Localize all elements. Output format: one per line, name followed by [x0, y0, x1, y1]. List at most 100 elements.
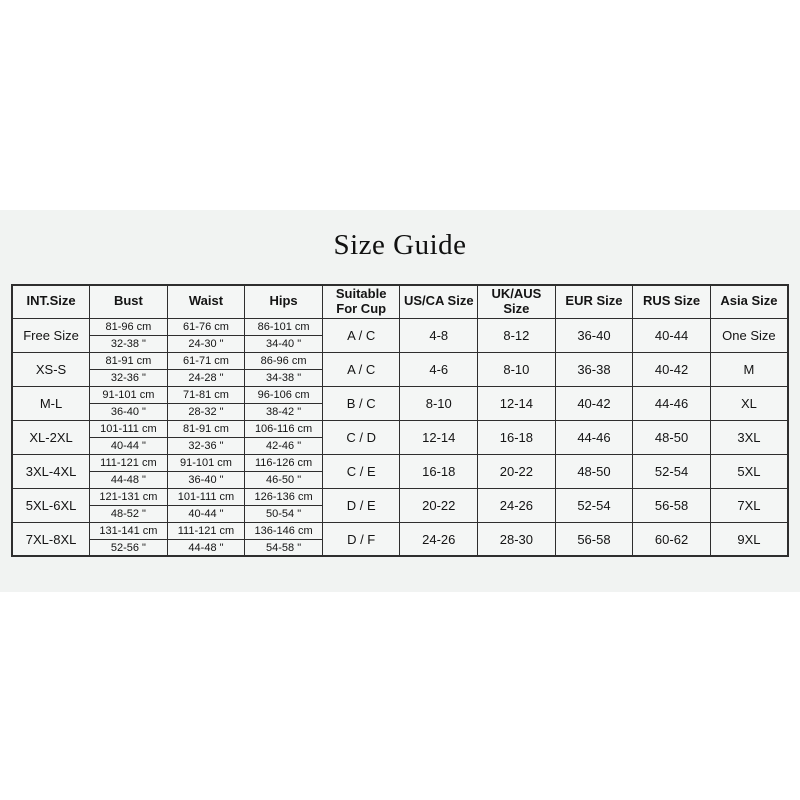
size-row-inches: 44-48 " 36-40 " 46-50 " [12, 470, 788, 489]
cell-cup: C / D [321, 419, 401, 455]
size-row: 7XL-8XL 131-141 cm 111-121 cm 136-146 cm D /… [11, 521, 789, 557]
cell-eur: 36-40 [554, 317, 634, 353]
cell-rus: 40-44 [632, 317, 711, 353]
cell-cup: D / E [321, 487, 401, 523]
cell-asia: 5XL [709, 453, 789, 489]
size-guide-panel: Size Guide INT.Size Bust Waist Hips Suit… [0, 210, 800, 592]
cell-eur: 36-38 [554, 351, 634, 387]
cell-bust-cm: 81-91 cm [89, 351, 168, 370]
size-table-header: INT.Size Bust Waist Hips Suitable For Cu… [11, 284, 789, 319]
cell-bust-cm: 111-121 cm [89, 453, 168, 472]
cell-waist-in: 44-48 " [166, 538, 246, 557]
cell-int-size: 5XL-6XL [11, 487, 91, 523]
cell-waist-cm: 111-121 cm [166, 521, 246, 540]
column-header-waist: Waist [166, 284, 246, 319]
cell-bust-cm: 81-96 cm [89, 317, 168, 336]
cell-eur: 56-58 [554, 521, 634, 557]
size-row: 5XL-6XL 121-131 cm 101-111 cm 126-136 cm D /… [11, 487, 789, 523]
cell-waist-in: 36-40 " [166, 470, 246, 489]
cell-hips-cm: 86-101 cm [244, 317, 323, 336]
cell-uk-aus: 12-14 [477, 385, 556, 421]
cell-uk-aus: 16-18 [477, 419, 556, 455]
cell-bust-cm: 131-141 cm [89, 521, 168, 540]
cell-cup: B / C [321, 385, 401, 421]
cell-waist-cm: 61-71 cm [166, 351, 246, 370]
size-row: Free Size 81-96 cm 61-76 cm 86-101 cm A / C 4… [11, 317, 789, 353]
size-row: M-L 91-101 cm 71-81 cm 96-106 cm B / C 8-10 12… [11, 385, 789, 421]
cell-waist-in: 40-44 " [166, 504, 246, 523]
cell-asia: XL [709, 385, 789, 421]
cell-asia: 9XL [709, 521, 789, 557]
cell-uk-aus: 8-12 [477, 317, 556, 353]
cell-waist-cm: 81-91 cm [166, 419, 246, 438]
cell-bust-in: 32-38 " [89, 334, 168, 353]
size-row-inches: 52-56 " 44-48 " 54-58 " [12, 538, 788, 557]
cell-uk-aus: 28-30 [477, 521, 556, 557]
column-header-uk-aus: UK/AUS Size [477, 284, 556, 319]
header-row: INT.Size Bust Waist Hips Suitable For Cu… [11, 284, 789, 319]
cell-uk-aus: 24-26 [477, 487, 556, 523]
cell-us-ca: 4-6 [399, 351, 479, 387]
cell-int-size: Free Size [11, 317, 91, 353]
column-header-rus: RUS Size [632, 284, 711, 319]
cell-bust-in: 40-44 " [89, 436, 168, 455]
column-header-bust: Bust [89, 284, 168, 319]
cell-rus: 48-50 [632, 419, 711, 455]
size-row-inches: 32-36 " 24-28 " 34-38 " [12, 368, 788, 387]
cell-uk-aus: 20-22 [477, 453, 556, 489]
size-row: XS-S 81-91 cm 61-71 cm 86-96 cm A / C 4-6 8-10… [11, 351, 789, 387]
cell-hips-in: 38-42 " [244, 402, 323, 421]
cell-hips-in: 50-54 " [244, 504, 323, 523]
cell-rus: 52-54 [632, 453, 711, 489]
cell-bust-in: 48-52 " [89, 504, 168, 523]
cell-hips-cm: 96-106 cm [244, 385, 323, 404]
cell-hips-in: 42-46 " [244, 436, 323, 455]
cell-cup: D / F [321, 521, 401, 557]
cell-waist-in: 24-28 " [166, 368, 246, 387]
cell-rus: 44-46 [632, 385, 711, 421]
cell-int-size: 7XL-8XL [11, 521, 91, 557]
cell-int-size: 3XL-4XL [11, 453, 91, 489]
cell-eur: 40-42 [554, 385, 634, 421]
cell-us-ca: 8-10 [399, 385, 479, 421]
cell-hips-in: 54-58 " [244, 538, 323, 557]
cell-us-ca: 20-22 [399, 487, 479, 523]
cell-hips-cm: 116-126 cm [244, 453, 323, 472]
cell-asia: M [709, 351, 789, 387]
cell-us-ca: 12-14 [399, 419, 479, 455]
cell-hips-in: 34-40 " [244, 334, 323, 353]
cell-asia: 7XL [709, 487, 789, 523]
cell-waist-in: 28-32 " [166, 402, 246, 421]
cell-uk-aus: 8-10 [477, 351, 556, 387]
column-header-int-size: INT.Size [11, 284, 91, 319]
cell-cup: C / E [321, 453, 401, 489]
size-row-inches: 48-52 " 40-44 " 50-54 " [12, 504, 788, 523]
column-header-hips: Hips [244, 284, 323, 319]
cell-cup: A / C [321, 317, 401, 353]
column-header-us-ca: US/CA Size [399, 284, 479, 319]
cell-waist-in: 24-30 " [166, 334, 246, 353]
column-header-eur: EUR Size [554, 284, 634, 319]
cell-waist-cm: 61-76 cm [166, 317, 246, 336]
cell-hips-in: 46-50 " [244, 470, 323, 489]
cell-hips-in: 34-38 " [244, 368, 323, 387]
cell-bust-cm: 121-131 cm [89, 487, 168, 506]
cell-eur: 48-50 [554, 453, 634, 489]
size-row: 3XL-4XL 111-121 cm 91-101 cm 116-126 cm C / … [11, 453, 789, 489]
cell-bust-in: 36-40 " [89, 402, 168, 421]
cell-us-ca: 24-26 [399, 521, 479, 557]
cell-int-size: M-L [11, 385, 91, 421]
cell-waist-cm: 91-101 cm [166, 453, 246, 472]
size-row-inches: 40-44 " 32-36 " 42-46 " [12, 436, 788, 455]
cell-waist-cm: 71-81 cm [166, 385, 246, 404]
cell-rus: 56-58 [632, 487, 711, 523]
cell-us-ca: 16-18 [399, 453, 479, 489]
cell-bust-in: 44-48 " [89, 470, 168, 489]
cell-bust-cm: 101-111 cm [89, 419, 168, 438]
cell-waist-in: 32-36 " [166, 436, 246, 455]
cell-eur: 52-54 [554, 487, 634, 523]
column-header-cup: Suitable For Cup [321, 284, 401, 319]
cell-hips-cm: 136-146 cm [244, 521, 323, 540]
cell-rus: 60-62 [632, 521, 711, 557]
cell-bust-in: 52-56 " [89, 538, 168, 557]
